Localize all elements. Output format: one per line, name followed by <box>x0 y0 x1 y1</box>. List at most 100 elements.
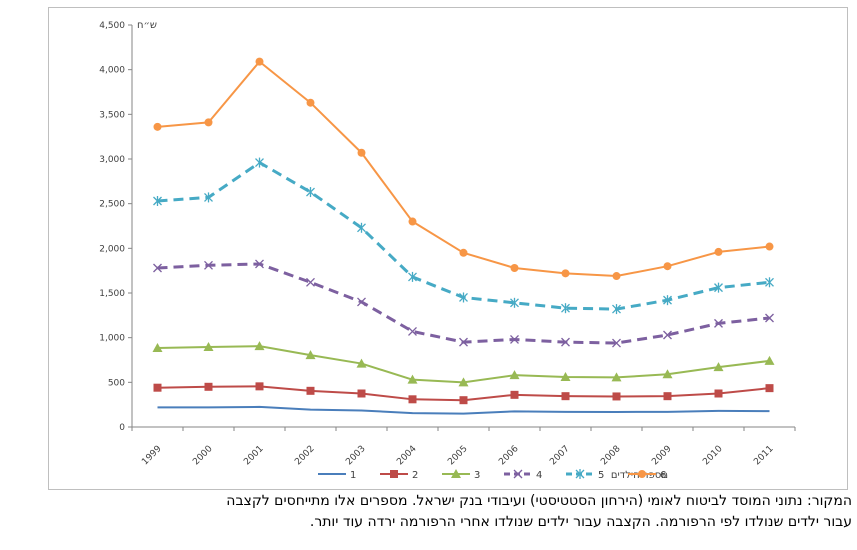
y-tick-label: 500 <box>108 378 125 388</box>
x-tick-label: 2003 <box>344 444 367 467</box>
data-point <box>765 384 774 393</box>
data-point <box>153 263 162 273</box>
y-tick-label: 4,000 <box>99 66 125 76</box>
data-point <box>765 313 774 323</box>
y-tick-label: 1,500 <box>99 289 125 299</box>
data-point <box>764 355 775 365</box>
data-point <box>153 383 162 392</box>
source-note-line-1: המקור: נתוני המוסד לביטוח לאומי (הירחון … <box>226 493 852 509</box>
y-tick-label: 3,000 <box>99 155 125 165</box>
y-tick-label: 2,000 <box>99 244 125 254</box>
x-tick-label: 2009 <box>650 444 673 467</box>
series-line <box>157 161 770 311</box>
y-tick-labels: 0 500 1,000 1,500 2,000 2,500 3,000 3,500 4,000 4… <box>99 21 132 433</box>
data-point <box>611 372 622 382</box>
y-tick-label: 2,500 <box>99 200 125 210</box>
x-tick-labels: 1999 2000 2001 2002 2003 2004 2005 2006 2007 2008… <box>131 427 796 467</box>
data-point <box>204 118 213 127</box>
legend-label: 3 <box>474 470 480 481</box>
data-point <box>153 195 162 206</box>
x-tick-label: 2010 <box>701 444 724 467</box>
data-point <box>459 396 468 405</box>
data-point <box>513 469 523 479</box>
data-point <box>357 389 366 398</box>
source-note: המקור: נתוני המוסד לביטוח לאומי (הירחון … <box>0 491 852 533</box>
data-point <box>306 187 315 198</box>
series-line <box>157 262 770 345</box>
data-point <box>459 248 468 257</box>
series-line <box>157 405 770 415</box>
data-point <box>408 271 417 282</box>
data-point <box>510 297 519 308</box>
data-point <box>305 350 316 360</box>
legend-label: 6 <box>660 470 666 481</box>
data-point <box>357 297 366 307</box>
x-tick-label: 2002 <box>293 444 316 467</box>
data-point <box>255 382 264 391</box>
chart-frame <box>48 7 848 490</box>
data-point <box>561 392 570 401</box>
data-point <box>714 282 723 293</box>
data-point <box>561 269 570 278</box>
data-point <box>560 371 571 381</box>
series-4 <box>153 259 774 348</box>
data-point <box>713 362 724 372</box>
x-tick-label: 2011 <box>752 444 775 467</box>
x-tick-label: 2005 <box>446 444 469 467</box>
x-tick-label: 2000 <box>191 444 214 467</box>
data-point <box>408 395 417 404</box>
data-point <box>408 217 417 226</box>
legend-item: 1 <box>318 470 356 481</box>
data-point <box>203 342 214 352</box>
data-point <box>459 292 468 303</box>
series-3 <box>152 341 775 387</box>
data-point <box>407 374 418 384</box>
data-point <box>575 469 585 479</box>
data-point <box>390 470 398 478</box>
legend-label: 5 <box>598 470 604 481</box>
series-group <box>152 57 775 415</box>
data-point <box>714 247 723 256</box>
legend-item: 6 <box>628 470 666 481</box>
data-point <box>612 304 621 315</box>
legend-label: 1 <box>350 470 356 481</box>
data-point <box>612 392 621 401</box>
x-tick-label: 2008 <box>599 444 622 467</box>
data-point <box>714 389 723 398</box>
data-point <box>663 295 672 306</box>
series-1 <box>157 405 770 415</box>
data-point <box>255 57 264 66</box>
y-unit-label: ש״ח <box>137 20 157 31</box>
data-point <box>255 259 264 269</box>
series-2 <box>153 382 774 405</box>
data-point <box>204 260 213 270</box>
x-tick-label: 2001 <box>242 444 265 467</box>
data-point <box>357 148 366 157</box>
legend-label: 2 <box>412 470 418 481</box>
series-6 <box>153 57 774 281</box>
data-point <box>510 334 519 344</box>
legend-item: 4 <box>504 469 542 481</box>
data-point <box>509 370 520 380</box>
data-point <box>254 341 265 351</box>
y-tick-label: 3,500 <box>99 110 125 120</box>
data-point <box>765 242 774 251</box>
data-point <box>356 358 367 368</box>
data-point <box>306 98 315 107</box>
data-point <box>662 369 673 379</box>
data-point <box>663 330 672 340</box>
data-point <box>357 222 366 233</box>
data-point <box>204 192 213 203</box>
data-point <box>510 390 519 399</box>
y-tick-label: 4,500 <box>99 21 125 31</box>
data-point <box>204 382 213 391</box>
x-tick-label: 2007 <box>548 444 571 467</box>
x-tick-label: 1999 <box>140 444 163 467</box>
legend-item: 2 <box>380 470 418 481</box>
data-point <box>408 326 417 336</box>
data-point <box>306 386 315 395</box>
data-point <box>765 277 774 288</box>
x-tick-label: 2004 <box>395 444 418 467</box>
legend-item: 3 <box>442 469 480 481</box>
